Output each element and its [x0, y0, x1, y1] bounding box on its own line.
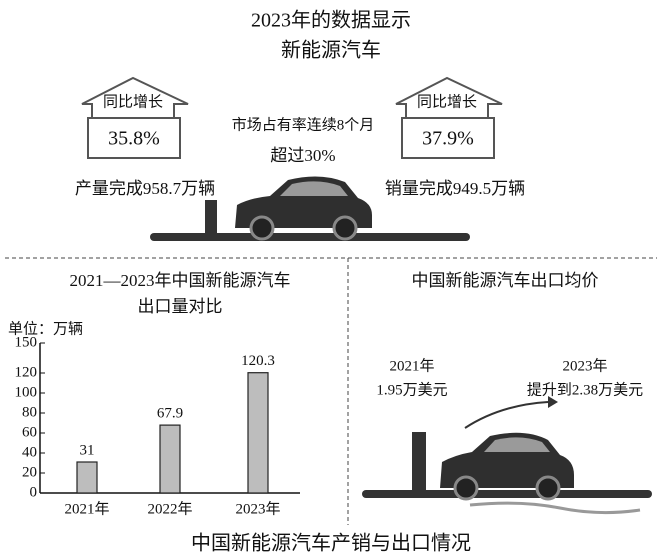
growth-value: 37.9% [422, 128, 474, 150]
y-tick-label: 100 [15, 384, 38, 400]
growth-label: 同比增长 [417, 93, 477, 110]
note: 超过30% [270, 146, 335, 165]
car-scene [362, 432, 652, 513]
price-text: 1.95万美元 [376, 381, 447, 398]
x-tick-label: 2022年 [147, 500, 192, 517]
value-label: 67.9 [157, 406, 183, 422]
y-tick-label: 60 [22, 424, 37, 440]
arrow [465, 396, 558, 428]
y-tick-label: 40 [22, 444, 37, 460]
price-year: 2023年 [562, 357, 607, 374]
infographic: 2023年的数据显示 新能源汽车 同比增长 35.8% 同比增长 37.9% 市… [0, 0, 662, 558]
production: 产量完成958.7万辆 [75, 179, 215, 198]
price-text: 提升到2.38万美元 [527, 381, 643, 398]
bar [77, 462, 97, 493]
value-label: 120.3 [241, 353, 275, 369]
y-tick-label: 80 [22, 404, 37, 420]
bar [160, 425, 180, 493]
x-tick-label: 2023年 [235, 500, 280, 517]
x-tick-label: 2021年 [64, 500, 109, 517]
chart-title: 2021—2023年中国新能源汽车 [70, 271, 291, 290]
sales: 销量完成949.5万辆 [385, 179, 525, 198]
subtitle: 新能源汽车 [281, 39, 381, 62]
title: 2023年的数据显示 [251, 9, 411, 32]
chart-title: 出口量对比 [138, 297, 223, 316]
caption: 中国新能源汽车产销与出口情况 [191, 532, 471, 555]
growth-value: 35.8% [108, 128, 160, 150]
y-tick-label: 150 [15, 334, 38, 350]
y-tick-label: 0 [30, 484, 38, 500]
panel-title: 中国新能源汽车出口均价 [412, 271, 599, 290]
y-tick-label: 120 [15, 364, 38, 380]
growth-label: 同比增长 [103, 93, 163, 110]
value-label: 31 [80, 442, 95, 458]
y-tick-label: 20 [22, 464, 37, 480]
price-year: 2021年 [389, 357, 434, 374]
bar [248, 373, 268, 493]
note: 市场占有率连续8个月 [232, 116, 375, 133]
